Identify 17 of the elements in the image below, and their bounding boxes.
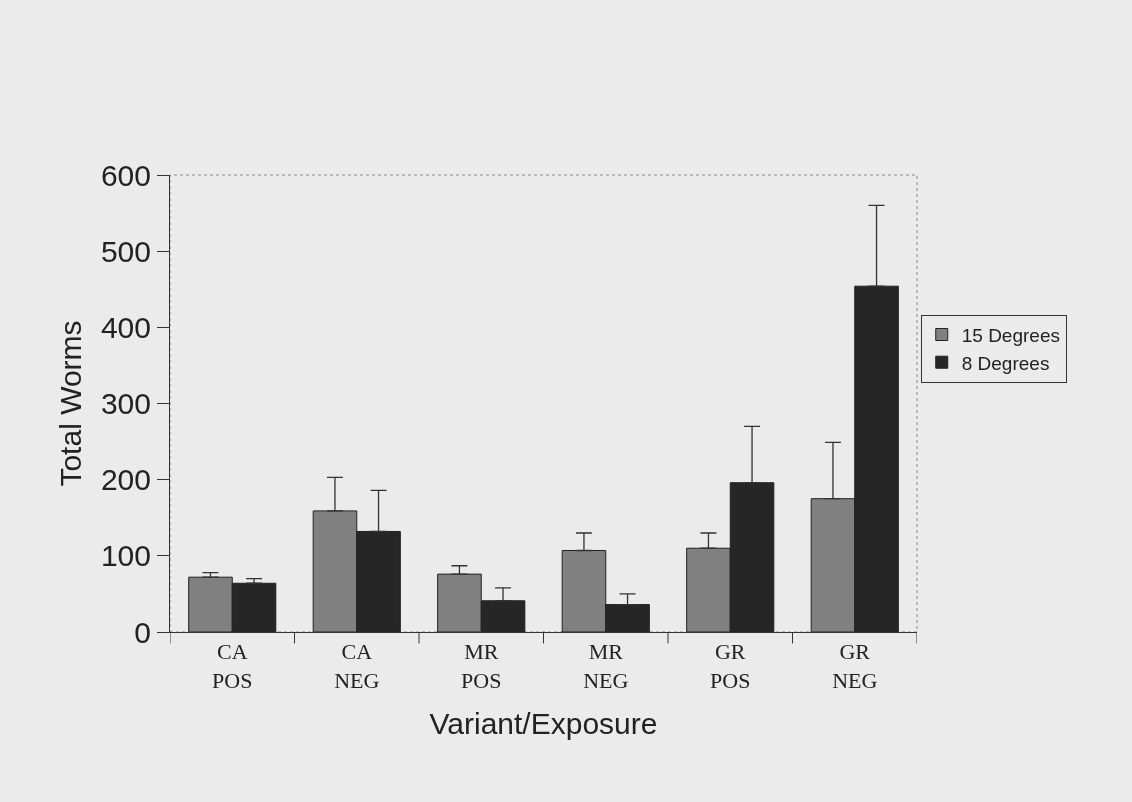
x-tick-label: MR NEG [583, 639, 629, 693]
y-tick-label: 400 [100, 310, 151, 344]
y-tick-label: 600 [100, 158, 151, 192]
y-tick-label: 100 [100, 539, 151, 573]
legend-label: 8 Degrees [961, 352, 1050, 374]
y-tick-label: 500 [100, 234, 151, 268]
x-tick-label: GR NEG [832, 639, 878, 693]
x-tick-label: GR POS [710, 639, 751, 693]
x-tick-label: CA POS [212, 639, 253, 693]
y-axis-title: Total Worms [53, 320, 87, 487]
y-tick-label: 300 [100, 387, 151, 420]
legend-label: 15 Degrees [961, 324, 1060, 346]
x-tick-label: CA NEG [334, 639, 380, 693]
x-axis-title: Variant/Exposure [429, 706, 658, 740]
x-tick-label: MR POS [461, 639, 502, 693]
y-tick-label: 0 [134, 615, 151, 649]
y-tick-label: 200 [100, 463, 151, 497]
